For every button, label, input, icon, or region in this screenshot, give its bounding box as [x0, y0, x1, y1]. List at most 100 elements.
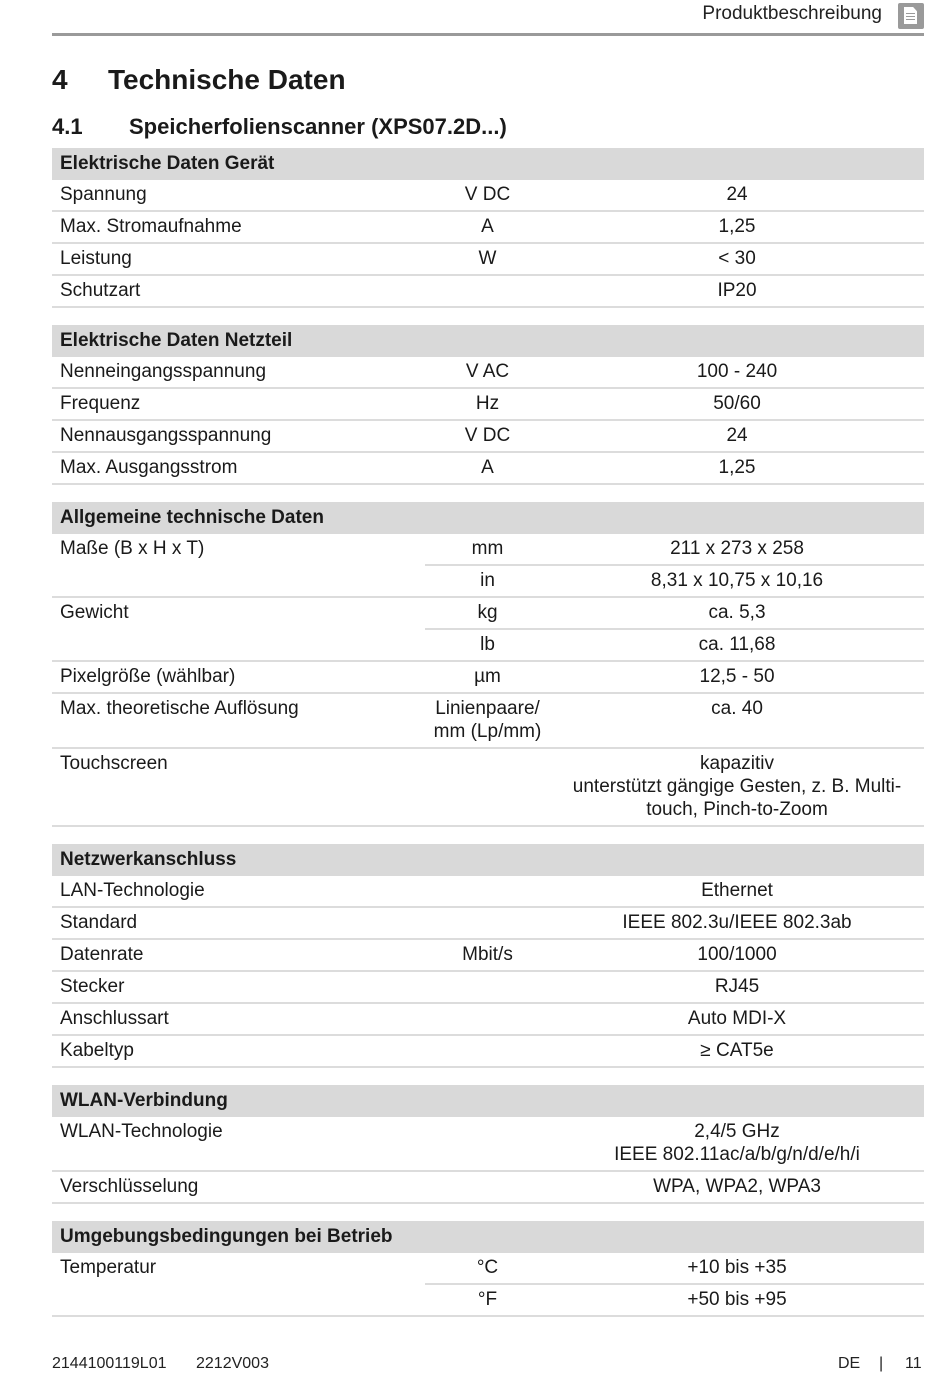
table-row: Verschlüsselung WPA, WPA2, WPA3: [52, 1171, 925, 1204]
section-header-row: WLAN-Verbindung: [52, 1085, 925, 1117]
row-unit: Hz: [425, 388, 550, 421]
table-row: Temperatur °C +10 bis +35: [52, 1253, 924, 1317]
section-header-row: Elektrische Daten Gerät: [52, 148, 925, 180]
table-row: Max. theoretische Auflösung Linienpaare/ …: [52, 693, 925, 749]
row-label: LAN-Technologie: [52, 876, 425, 908]
row-unit: Mbit/s: [425, 939, 550, 972]
footer-separator: |: [879, 1355, 884, 1372]
row-label: Max. theoretische Auflösung: [52, 693, 425, 749]
row-value: kapazitiv unterstützt gängige Gesten, z.…: [550, 748, 925, 827]
row-unit: [425, 971, 550, 1004]
table-row: Gewicht kg ca. 5,3: [52, 597, 925, 662]
row-label: Max. Stromaufnahme: [52, 211, 425, 244]
table-row: WLAN-Technologie 2,4/5 GHz IEEE 802.11ac/…: [52, 1117, 925, 1172]
language: DE: [838, 1355, 861, 1372]
page-number: 11: [905, 1355, 922, 1372]
chapter-title: Technische Daten: [108, 64, 346, 95]
table-row: Standard IEEE 802.3u/IEEE 802.3ab: [52, 907, 925, 940]
table-row: Touchscreen kapazitiv unterstützt gängige…: [52, 748, 925, 827]
row-unit: in: [425, 565, 550, 598]
row-value: 1,25: [550, 452, 925, 485]
row-unit: A: [425, 452, 550, 485]
row-unit: V DC: [425, 180, 550, 212]
row-value: < 30: [550, 243, 925, 276]
row-unit: W: [425, 243, 550, 276]
table-row: Spannung V DC 24: [52, 180, 925, 212]
row-label: Spannung: [52, 180, 425, 212]
row-label: Frequenz: [52, 388, 425, 421]
row-label: Pixelgröße (wählbar): [52, 661, 425, 694]
row-value: +10 bis +35: [550, 1253, 924, 1285]
table-row: Nennausgangsspannung V DC 24: [52, 420, 925, 453]
row-value: IEEE 802.3u/IEEE 802.3ab: [550, 907, 925, 940]
row-value: 1,25: [550, 211, 925, 244]
row-unit: [425, 1003, 550, 1036]
row-value: 12,5 - 50: [550, 661, 925, 694]
table-row: Schutzart IP20: [52, 275, 925, 308]
doc-number: 2144100119L01: [52, 1355, 167, 1372]
row-unit: V DC: [425, 420, 550, 453]
row-label: Gewicht: [52, 597, 425, 662]
section-title: Netzwerkanschluss: [52, 844, 925, 876]
row-value: 211 x 273 x 258: [550, 534, 925, 566]
row-label: Datenrate: [52, 939, 425, 972]
subchapter-number: 4.1: [52, 114, 83, 139]
row-unit: Linienpaare/ mm (Lp/mm): [425, 693, 550, 749]
row-unit: mm: [425, 534, 550, 566]
row-value: +50 bis +95: [550, 1284, 924, 1317]
row-unit: [425, 876, 550, 908]
row-unit: V AC: [425, 357, 550, 389]
row-value: 8,31 x 10,75 x 10,16: [550, 565, 925, 598]
row-unit: [425, 1117, 550, 1172]
row-unit: µm: [425, 661, 550, 694]
section-header-row: Umgebungsbedingungen bei Betrieb: [52, 1221, 924, 1253]
subchapter-title: Speicherfolienscanner (XPS07.2D...): [129, 114, 507, 139]
table-row: Kabeltyp ≥ CAT5e: [52, 1035, 925, 1068]
row-unit: °C: [425, 1253, 550, 1285]
table-row: Nenneingangsspannung V AC 100 - 240: [52, 357, 925, 389]
row-unit: A: [425, 211, 550, 244]
section-title: WLAN-Verbindung: [52, 1085, 925, 1117]
document-icon: [898, 3, 924, 29]
row-value: 24: [550, 420, 925, 453]
row-value: Ethernet: [550, 876, 925, 908]
table-row: Max. Stromaufnahme A 1,25: [52, 211, 925, 244]
subchapter-heading: 4.1 Speicherfolienscanner (XPS07.2D...): [52, 114, 507, 140]
row-value: ca. 40: [550, 693, 925, 749]
row-unit: [425, 1035, 550, 1068]
row-value: 50/60: [550, 388, 925, 421]
table-row: LAN-Technologie Ethernet: [52, 876, 925, 908]
chapter-number: 4: [52, 64, 68, 95]
row-label: Maße (B x H x T): [52, 534, 425, 598]
chapter-heading: 4 Technische Daten: [52, 64, 346, 96]
table-row: Anschlussart Auto MDI-X: [52, 1003, 925, 1036]
row-label: Touchscreen: [52, 748, 425, 827]
table-row: Frequenz Hz 50/60: [52, 388, 925, 421]
row-value: ca. 5,3: [550, 597, 925, 630]
spec-table: WLAN-Verbindung WLAN-Technologie 2,4/5 GHz…: [52, 1085, 925, 1204]
table-row: Stecker RJ45: [52, 971, 925, 1004]
row-unit: °F: [425, 1284, 550, 1317]
table-row: Max. Ausgangsstrom A 1,25: [52, 452, 925, 485]
table-row: Maße (B x H x T) mm 211 x 273 x 258: [52, 534, 925, 598]
row-label: Kabeltyp: [52, 1035, 425, 1068]
section-header-row: Elektrische Daten Netzteil: [52, 325, 925, 357]
table-row: Leistung W < 30: [52, 243, 925, 276]
row-label: WLAN-Technologie: [52, 1117, 425, 1172]
row-value: ≥ CAT5e: [550, 1035, 925, 1068]
row-label: Schutzart: [52, 275, 425, 308]
row-value: ca. 11,68: [550, 629, 925, 662]
row-label: Anschlussart: [52, 1003, 425, 1036]
row-value: 100 - 240: [550, 357, 925, 389]
spec-table: Elektrische Daten Netzteil Nenneingangssp…: [52, 325, 925, 485]
row-value: IP20: [550, 275, 925, 308]
table-row: lb ca. 11,68: [52, 629, 925, 662]
table-row: Pixelgröße (wählbar) µm 12,5 - 50: [52, 661, 925, 694]
table-row: Datenrate Mbit/s 100/1000: [52, 939, 925, 972]
row-unit: kg: [425, 597, 550, 630]
row-label: Max. Ausgangsstrom: [52, 452, 425, 485]
doc-version: 2212V003: [196, 1355, 269, 1372]
row-label: Nennausgangsspannung: [52, 420, 425, 453]
table-row: in 8,31 x 10,75 x 10,16: [52, 565, 925, 598]
row-value: RJ45: [550, 971, 925, 1004]
